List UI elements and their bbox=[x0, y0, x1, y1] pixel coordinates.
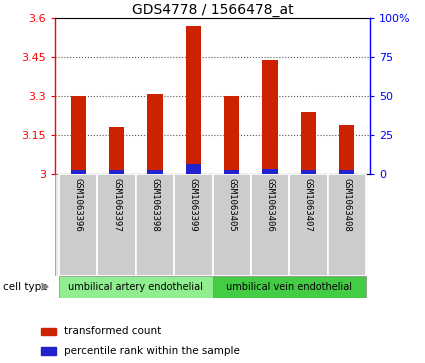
Bar bbox=[251, 174, 289, 276]
Bar bbox=[339, 125, 354, 170]
Text: GSM1063406: GSM1063406 bbox=[266, 178, 275, 232]
Bar bbox=[186, 164, 201, 174]
Bar bbox=[224, 96, 239, 170]
Text: GSM1063399: GSM1063399 bbox=[189, 178, 198, 232]
Bar bbox=[186, 26, 201, 164]
Bar bbox=[71, 170, 86, 174]
Bar bbox=[42, 347, 57, 355]
Bar bbox=[339, 170, 354, 174]
Bar bbox=[174, 174, 212, 276]
Text: umbilical artery endothelial: umbilical artery endothelial bbox=[68, 282, 203, 292]
Bar bbox=[262, 168, 278, 174]
Bar bbox=[301, 112, 316, 170]
Text: GSM1063397: GSM1063397 bbox=[112, 178, 121, 232]
Bar bbox=[109, 170, 124, 174]
Bar bbox=[301, 170, 316, 174]
Text: umbilical vein endothelial: umbilical vein endothelial bbox=[226, 282, 352, 292]
Bar bbox=[136, 174, 174, 276]
Text: transformed count: transformed count bbox=[64, 326, 161, 337]
Text: GSM1063398: GSM1063398 bbox=[150, 178, 159, 232]
Bar bbox=[42, 327, 57, 335]
Text: GSM1063407: GSM1063407 bbox=[304, 178, 313, 232]
Bar bbox=[224, 170, 239, 174]
Text: cell type: cell type bbox=[3, 282, 48, 292]
Text: percentile rank within the sample: percentile rank within the sample bbox=[64, 346, 240, 356]
Bar bbox=[71, 96, 86, 170]
Bar bbox=[289, 174, 328, 276]
Text: GSM1063405: GSM1063405 bbox=[227, 178, 236, 232]
Title: GDS4778 / 1566478_at: GDS4778 / 1566478_at bbox=[132, 3, 293, 17]
Bar bbox=[97, 174, 136, 276]
Text: GSM1063408: GSM1063408 bbox=[342, 178, 351, 232]
Bar bbox=[59, 276, 212, 298]
Bar bbox=[328, 174, 366, 276]
Bar bbox=[147, 94, 163, 170]
Bar bbox=[212, 276, 366, 298]
Bar bbox=[147, 170, 163, 174]
Bar bbox=[109, 127, 124, 170]
Bar bbox=[212, 174, 251, 276]
Bar bbox=[262, 60, 278, 168]
Bar bbox=[59, 174, 97, 276]
Text: GSM1063396: GSM1063396 bbox=[74, 178, 83, 232]
